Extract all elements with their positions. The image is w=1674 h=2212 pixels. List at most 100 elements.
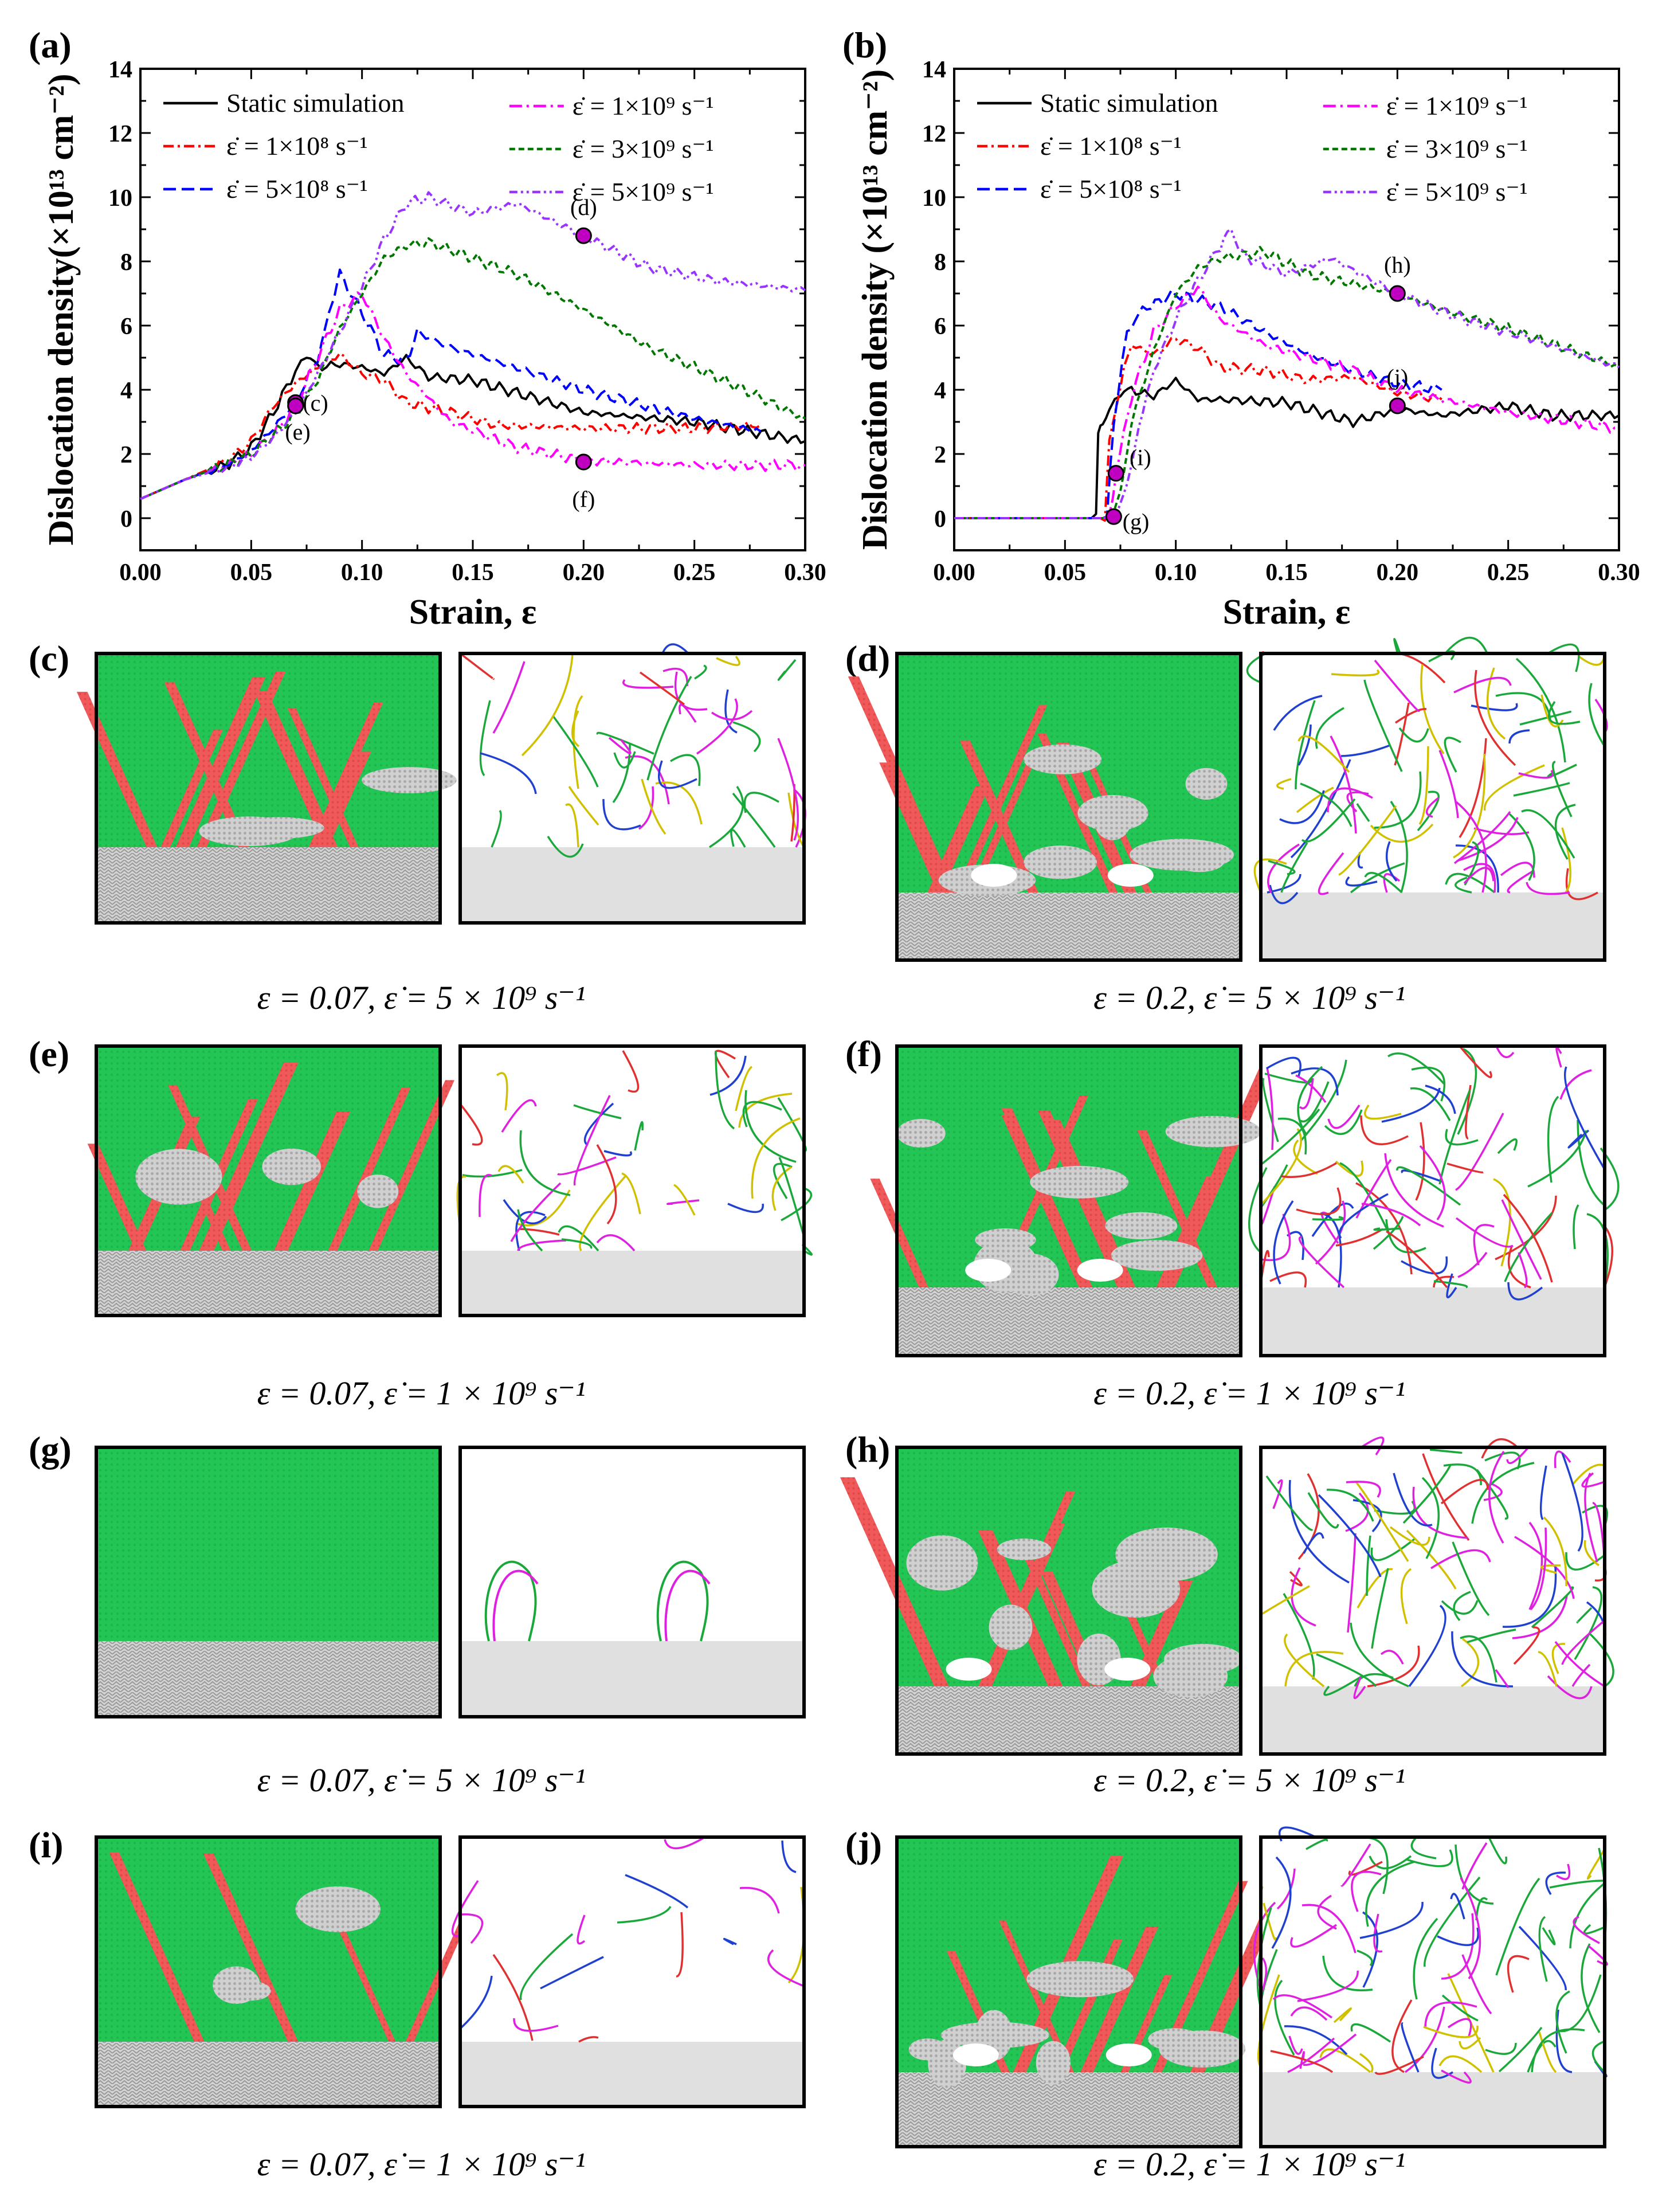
dislocation-line bbox=[1455, 1113, 1504, 1191]
panel-caption: ε = 0.07, ε̇ = 5 × 10⁹ s⁻¹ bbox=[257, 979, 586, 1016]
void bbox=[1107, 864, 1154, 887]
disordered-cluster bbox=[997, 1538, 1052, 1560]
dislocation-line bbox=[777, 738, 799, 841]
dislocation-line bbox=[1583, 1924, 1605, 1935]
dislocation-line bbox=[1518, 770, 1554, 779]
dislocation-line bbox=[1353, 1677, 1366, 1700]
dislocation-line bbox=[459, 1975, 493, 2030]
stacking-fault bbox=[848, 676, 956, 892]
legend-label-r1e9: ε̇ = 1×10⁹ s⁻¹ bbox=[573, 91, 714, 120]
dislocation-line bbox=[1446, 1162, 1484, 1173]
disordered-cluster bbox=[1024, 744, 1102, 774]
dislocation-line bbox=[738, 1093, 793, 1128]
dislocation-line bbox=[1589, 1632, 1614, 1688]
dislocation-line bbox=[1311, 1203, 1354, 1237]
network-view-frame bbox=[458, 1044, 806, 1317]
dislocation-line bbox=[519, 1933, 574, 2000]
y-tick-label: 6 bbox=[934, 314, 946, 340]
dislocation-line bbox=[634, 1121, 644, 1151]
dislocation-line bbox=[1385, 841, 1398, 882]
dislocation-line bbox=[480, 752, 537, 794]
dislocation-line bbox=[1555, 1990, 1570, 2054]
dislocation-line bbox=[1515, 657, 1566, 763]
dislocation-line bbox=[1599, 1147, 1620, 1211]
atomic-view-frame bbox=[95, 1835, 442, 2108]
dislocation-line bbox=[1431, 2047, 1453, 2079]
atomic-view-frame bbox=[95, 1446, 442, 1718]
dislocation-line bbox=[735, 1066, 753, 1111]
dislocation-line bbox=[459, 1103, 483, 1146]
dislocation-line bbox=[519, 1130, 571, 1196]
dislocation-line bbox=[1394, 702, 1410, 766]
dislocation-line bbox=[1395, 708, 1427, 724]
disordered-cluster bbox=[908, 2038, 947, 2061]
dislocation-line bbox=[1461, 1954, 1492, 2015]
dislocation-line bbox=[1269, 884, 1299, 905]
dislocation-line bbox=[1457, 1048, 1477, 1135]
disordered-cluster bbox=[1002, 1254, 1059, 1296]
dislocation-line bbox=[1495, 1669, 1509, 1688]
dislocation-line bbox=[638, 786, 654, 830]
dislocation-line bbox=[1345, 1492, 1369, 1532]
dislocation-line bbox=[1300, 1081, 1330, 1123]
dislocation-line bbox=[540, 1956, 604, 1990]
disordered-cluster bbox=[1163, 1643, 1242, 1675]
dislocation-line bbox=[1502, 1567, 1557, 1628]
dislocation-line bbox=[497, 1165, 524, 1184]
void bbox=[965, 1259, 1012, 1282]
dislocation-line bbox=[773, 1162, 793, 1199]
dislocation-line bbox=[778, 1157, 805, 1238]
dislocation-network-view bbox=[1259, 1436, 1614, 1756]
point-marker bbox=[1105, 508, 1122, 525]
disordered-cluster bbox=[135, 1149, 222, 1205]
point-marker-label: (h) bbox=[1384, 252, 1411, 278]
dislocation-line bbox=[1359, 2053, 1374, 2073]
dislocation-line bbox=[1295, 700, 1316, 790]
dislocation-line bbox=[1514, 1536, 1575, 1599]
dislocation-loop bbox=[664, 1569, 711, 1642]
y-tick-label: 6 bbox=[120, 314, 132, 340]
dislocation-line bbox=[1424, 1876, 1481, 1967]
y-axis-title: Dislocation density(×10¹³ cm⁻²) bbox=[42, 74, 81, 546]
dislocation-line bbox=[1280, 1162, 1337, 1179]
dislocation-line bbox=[1355, 1182, 1413, 1275]
x-tick-label: 0.30 bbox=[1598, 559, 1640, 586]
x-tick-label: 0.20 bbox=[563, 559, 605, 586]
dislocation-line bbox=[1326, 1489, 1374, 1522]
dislocation-line bbox=[1451, 1631, 1514, 1688]
dislocation-line bbox=[727, 1203, 764, 1213]
dislocation-line bbox=[1463, 867, 1495, 884]
dislocation-line bbox=[1317, 1894, 1337, 1930]
panel-caption: ε = 0.2, ε̇ = 1 × 10⁹ s⁻¹ bbox=[1093, 1375, 1405, 1412]
series-line-r3e9 bbox=[954, 245, 1620, 519]
dislocation-line bbox=[1346, 791, 1369, 813]
dislocation-line bbox=[1346, 1481, 1381, 1498]
dislocation-line bbox=[781, 1187, 813, 1222]
dislocation-line bbox=[709, 786, 744, 848]
dislocation-line bbox=[1324, 1109, 1363, 1136]
dislocation-network-view bbox=[451, 1835, 806, 2108]
dislocation-line bbox=[1471, 703, 1518, 711]
legend-label-r5e9: ε̇ = 5×10⁹ s⁻¹ bbox=[1386, 177, 1528, 206]
legend-label-r3e9: ε̇ = 3×10⁹ s⁻¹ bbox=[573, 134, 714, 163]
dislocation-line bbox=[664, 1836, 705, 1850]
dislocation-line bbox=[1556, 1863, 1571, 1880]
atomic-view-frame bbox=[895, 1446, 1242, 1756]
dislocation-line bbox=[1401, 1256, 1448, 1275]
dislocation-line bbox=[1459, 738, 1487, 838]
stacking-fault bbox=[959, 741, 1038, 892]
dislocation-line bbox=[1444, 737, 1461, 773]
dislocation-line bbox=[1441, 1913, 1475, 1980]
atomic-view-frame bbox=[895, 1044, 1242, 1357]
dislocation-line bbox=[1354, 1480, 1409, 1562]
dislocation-line bbox=[1373, 1216, 1404, 1250]
dislocation-line bbox=[603, 1150, 632, 1157]
dislocation-line bbox=[1441, 1994, 1479, 2022]
stacking-fault bbox=[109, 1852, 205, 2042]
dislocation-line bbox=[1481, 1438, 1519, 1459]
snapshot-panel-h: (h) ε = 0.2, ε̇ = 5 × 10⁹ s⁻¹ bbox=[840, 1429, 1614, 1799]
dislocation-line bbox=[1471, 1462, 1535, 1524]
dislocation-line bbox=[496, 1072, 508, 1111]
stacking-fault bbox=[254, 691, 338, 847]
dislocation-line bbox=[661, 643, 691, 656]
